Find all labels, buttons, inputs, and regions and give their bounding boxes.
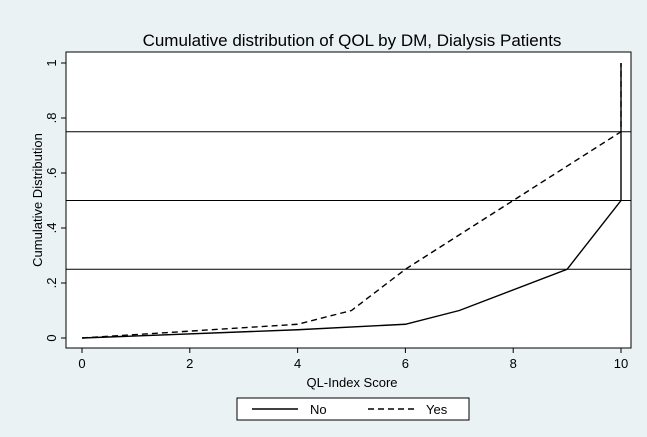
- x-tick-label-5: 10: [614, 356, 628, 371]
- y-tick-label-1: .2: [44, 278, 59, 289]
- reference-lines: [66, 131, 631, 270]
- y-tick-label-2: .4: [44, 223, 59, 234]
- chart-title: Cumulative distribution of QOL by DM, Di…: [143, 31, 562, 50]
- x-axis: 0 2 4 6 8 10: [78, 348, 628, 371]
- x-tick-label-2: 4: [294, 356, 301, 371]
- y-axis-label: Cumulative Distribution: [30, 133, 45, 267]
- legend: No Yes: [236, 397, 470, 421]
- series-line-yes: [81, 63, 622, 339]
- series-layer: [81, 63, 622, 339]
- x-tick-label-3: 6: [402, 356, 409, 371]
- y-axis: 0 .2 .4 .6 .8 1: [44, 59, 66, 342]
- legend-box: [236, 397, 470, 421]
- y-tick-label-0: 0: [44, 334, 59, 341]
- y-tick-label-5: 1: [44, 59, 59, 66]
- x-tick-label-4: 8: [510, 356, 517, 371]
- x-tick-label-0: 0: [78, 356, 85, 371]
- y-tick-label-4: .8: [44, 113, 59, 124]
- series-line-no: [81, 63, 622, 339]
- x-axis-label: QL-Index Score: [306, 375, 397, 390]
- y-tick-label-3: .6: [44, 168, 59, 179]
- legend-label-no: No: [310, 402, 327, 417]
- legend-label-yes: Yes: [426, 402, 448, 417]
- x-tick-label-1: 2: [186, 356, 193, 371]
